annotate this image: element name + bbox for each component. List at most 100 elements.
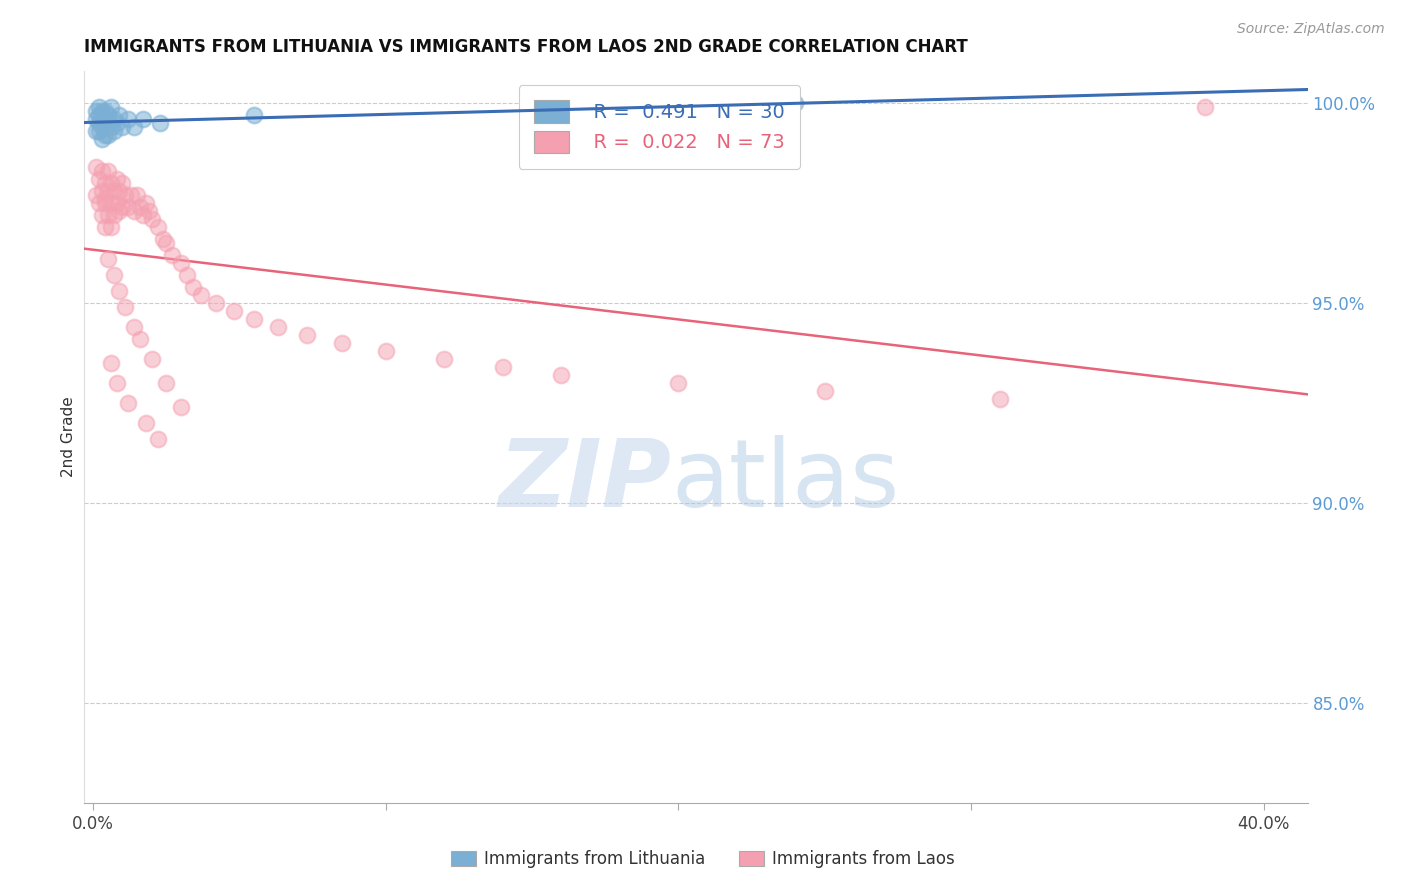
Point	[122, 204, 145, 219]
Point	[108, 284, 131, 298]
Point	[94, 196, 117, 211]
Legend:   R =  0.491   N = 30,   R =  0.022   N = 73: R = 0.491 N = 30, R = 0.022 N = 73	[519, 85, 800, 169]
Point	[94, 192, 117, 206]
Point	[243, 108, 266, 122]
Point	[103, 268, 125, 283]
Point	[114, 188, 136, 202]
Y-axis label: 2nd Grade: 2nd Grade	[60, 397, 76, 477]
Point	[295, 328, 318, 343]
Point	[100, 120, 122, 135]
Point	[90, 108, 112, 122]
Point	[90, 104, 112, 119]
Point	[105, 172, 128, 186]
Point	[117, 112, 139, 127]
Point	[155, 376, 177, 391]
Point	[135, 416, 157, 430]
Point	[125, 188, 148, 202]
Point	[105, 376, 128, 391]
Point	[152, 232, 174, 246]
Point	[117, 396, 139, 410]
Point	[87, 116, 110, 130]
Point	[988, 392, 1011, 406]
Point	[90, 120, 112, 135]
Point	[87, 108, 110, 122]
Point	[114, 300, 136, 314]
Point	[94, 176, 117, 190]
Point	[94, 104, 117, 119]
Text: IMMIGRANTS FROM LITHUANIA VS IMMIGRANTS FROM LAOS 2ND GRADE CORRELATION CHART: IMMIGRANTS FROM LITHUANIA VS IMMIGRANTS …	[84, 38, 969, 56]
Point	[90, 132, 112, 146]
Text: atlas: atlas	[672, 435, 900, 527]
Point	[170, 256, 193, 270]
Point	[97, 184, 120, 198]
Point	[87, 172, 110, 186]
Point	[97, 208, 120, 222]
Point	[87, 196, 110, 211]
Point	[97, 116, 120, 130]
Point	[103, 124, 125, 138]
Point	[1194, 100, 1216, 114]
Point	[141, 352, 163, 367]
Point	[100, 176, 122, 190]
Point	[105, 116, 128, 130]
Point	[814, 384, 837, 398]
Point	[785, 96, 807, 111]
Point	[103, 184, 125, 198]
Point	[87, 124, 110, 138]
Point	[176, 268, 198, 283]
Point	[129, 332, 152, 346]
Point	[132, 208, 155, 222]
Point	[90, 184, 112, 198]
Point	[330, 336, 353, 351]
Legend: Immigrants from Lithuania, Immigrants from Laos: Immigrants from Lithuania, Immigrants fr…	[444, 844, 962, 875]
Point	[132, 112, 155, 127]
Point	[97, 128, 120, 143]
Point	[100, 356, 122, 370]
Point	[111, 176, 134, 190]
Point	[94, 128, 117, 143]
Point	[100, 100, 122, 114]
Point	[84, 112, 107, 127]
Point	[84, 124, 107, 138]
Point	[170, 400, 193, 414]
Point	[138, 204, 160, 219]
Point	[105, 196, 128, 211]
Point	[146, 220, 169, 235]
Point	[492, 360, 515, 375]
Point	[97, 108, 120, 122]
Point	[222, 304, 245, 318]
Point	[108, 204, 131, 219]
Point	[90, 208, 112, 222]
Point	[135, 196, 157, 211]
Point	[111, 120, 134, 135]
Point	[100, 220, 122, 235]
Point	[94, 220, 117, 235]
Text: Source: ZipAtlas.com: Source: ZipAtlas.com	[1237, 22, 1385, 37]
Point	[108, 108, 131, 122]
Point	[433, 352, 456, 367]
Point	[103, 112, 125, 127]
Point	[108, 184, 131, 198]
Point	[90, 164, 112, 178]
Point	[117, 200, 139, 214]
Point	[84, 188, 107, 202]
Point	[94, 112, 117, 127]
Point	[120, 188, 142, 202]
Point	[374, 344, 396, 359]
Point	[122, 120, 145, 135]
Point	[84, 161, 107, 175]
Point	[149, 116, 172, 130]
Point	[266, 320, 288, 334]
Point	[141, 212, 163, 227]
Point	[205, 296, 228, 310]
Text: ZIP: ZIP	[499, 435, 672, 527]
Point	[97, 164, 120, 178]
Point	[129, 200, 152, 214]
Point	[103, 208, 125, 222]
Point	[97, 252, 120, 267]
Point	[146, 432, 169, 446]
Point	[122, 320, 145, 334]
Point	[155, 236, 177, 251]
Point	[100, 196, 122, 211]
Point	[111, 200, 134, 214]
